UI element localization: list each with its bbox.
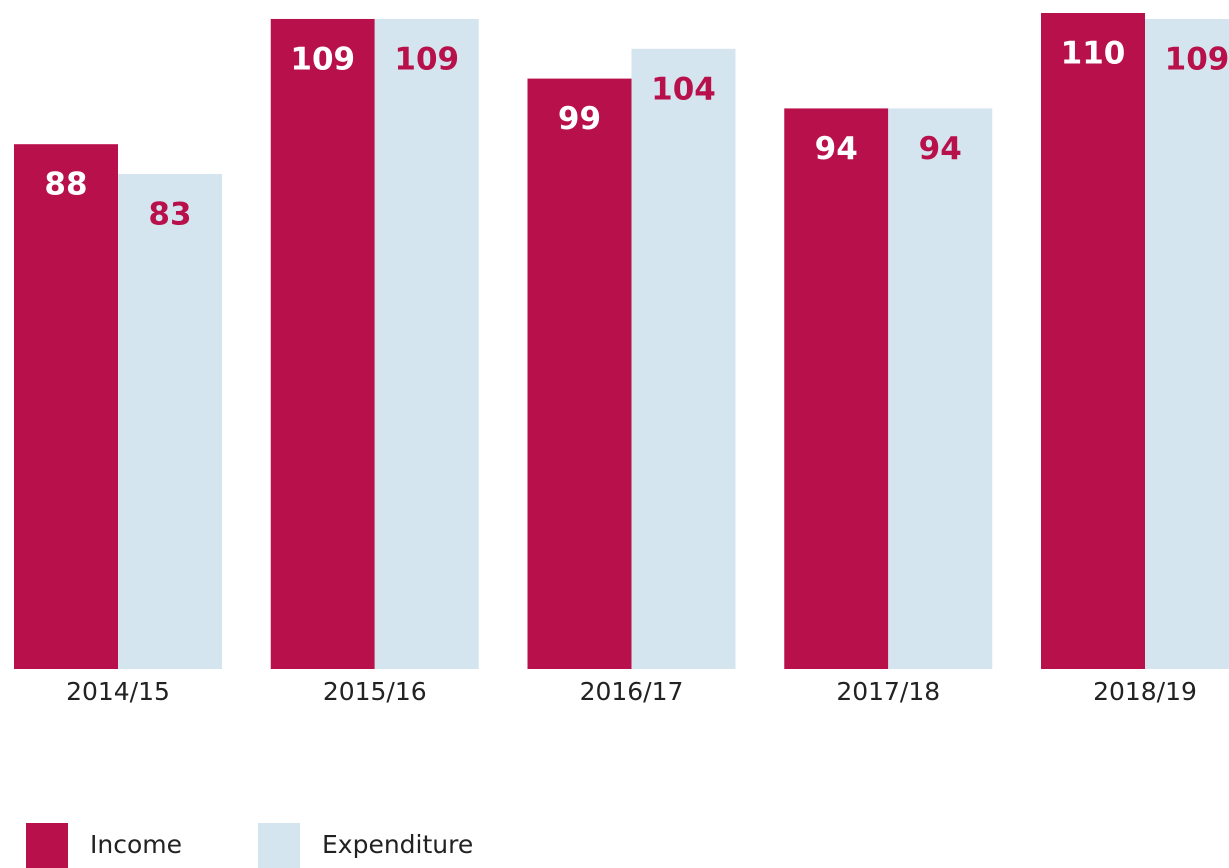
bar — [888, 108, 993, 669]
bar — [374, 18, 479, 670]
bar — [784, 108, 889, 669]
value-label: 109 — [394, 41, 459, 77]
bar — [270, 18, 375, 670]
x-tick-label: 2015/16 — [323, 677, 427, 706]
legend-label: Expenditure — [322, 830, 473, 859]
value-label: 109 — [1165, 41, 1229, 77]
legend-swatch — [26, 823, 68, 868]
value-label: 94 — [919, 131, 962, 167]
bar — [1145, 18, 1229, 670]
value-label: 99 — [558, 101, 601, 137]
legend-label: Income — [90, 830, 182, 859]
bar — [527, 78, 632, 670]
x-tick-label: 2017/18 — [836, 677, 940, 706]
value-label: 88 — [44, 167, 87, 203]
bar — [14, 144, 118, 669]
bar — [631, 48, 736, 670]
value-label: 109 — [290, 41, 355, 77]
bar — [1041, 13, 1145, 669]
x-tick-label: 2018/19 — [1093, 677, 1197, 706]
value-label: 110 — [1061, 36, 1126, 72]
legend-swatch — [258, 823, 300, 868]
bar — [118, 174, 222, 669]
x-tick-label: 2016/17 — [580, 677, 684, 706]
value-label: 94 — [815, 131, 858, 167]
value-label: 83 — [148, 197, 191, 233]
value-label: 104 — [651, 71, 716, 107]
x-tick-label: 2014/15 — [66, 677, 170, 706]
